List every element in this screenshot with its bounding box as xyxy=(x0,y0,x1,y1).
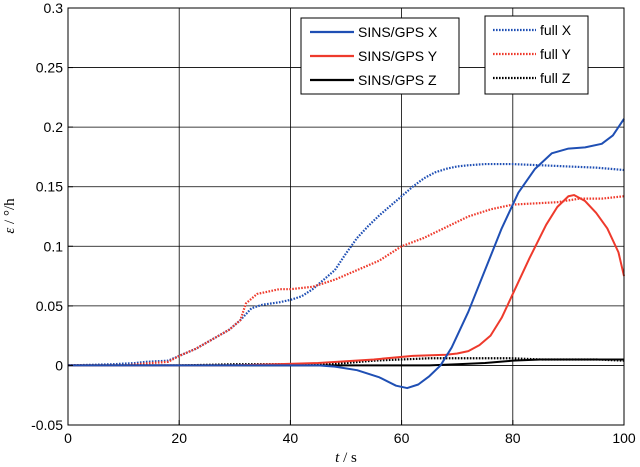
x-tick-label: 100 xyxy=(612,430,636,446)
y-tick-label: 0.2 xyxy=(44,119,64,135)
y-tick-label: 0.15 xyxy=(36,179,63,195)
plot-frame xyxy=(67,7,625,426)
series-layer xyxy=(67,118,625,390)
legend-label: full X xyxy=(540,22,572,38)
legend-label: SINS/GPS Z xyxy=(358,72,437,88)
x-tick-label: 40 xyxy=(283,430,299,446)
series-line-sins-gps-y xyxy=(68,194,625,367)
x-axis-label: t / s xyxy=(335,450,357,466)
y-axis-var: ε xyxy=(2,228,18,234)
x-axis-unit: / s xyxy=(339,450,357,466)
legend-label: full Z xyxy=(540,70,571,86)
legend-label: SINS/GPS X xyxy=(358,24,438,40)
series-line-sins-gps-x xyxy=(68,118,625,390)
x-tick-label: 80 xyxy=(505,430,521,446)
y-tick-label: -0.05 xyxy=(31,417,63,433)
x-tick-label: 0 xyxy=(64,430,72,446)
y-tick-label: 0.05 xyxy=(36,298,63,314)
y-tick-label: 0.25 xyxy=(36,60,63,76)
y-tick-label: 0.3 xyxy=(44,0,64,16)
legend-label: SINS/GPS Y xyxy=(358,48,438,64)
legend-label: full Y xyxy=(540,46,572,62)
x-tick-label: 60 xyxy=(394,430,410,446)
legend-solid-series: SINS/GPS X SINS/GPS Y SINS/GPS Z xyxy=(300,17,460,95)
y-axis-label: ε / °/h xyxy=(2,198,18,234)
y-tick-label: 0 xyxy=(55,357,63,373)
y-tick-label: 0.1 xyxy=(44,238,64,254)
x-axis-var: t xyxy=(335,450,340,466)
y-axis-unit: / °/h xyxy=(2,198,18,228)
legend-full-series: full X full Y full Z xyxy=(484,15,589,95)
series-line-full-x xyxy=(67,162,625,367)
x-tick-label: 20 xyxy=(171,430,187,446)
